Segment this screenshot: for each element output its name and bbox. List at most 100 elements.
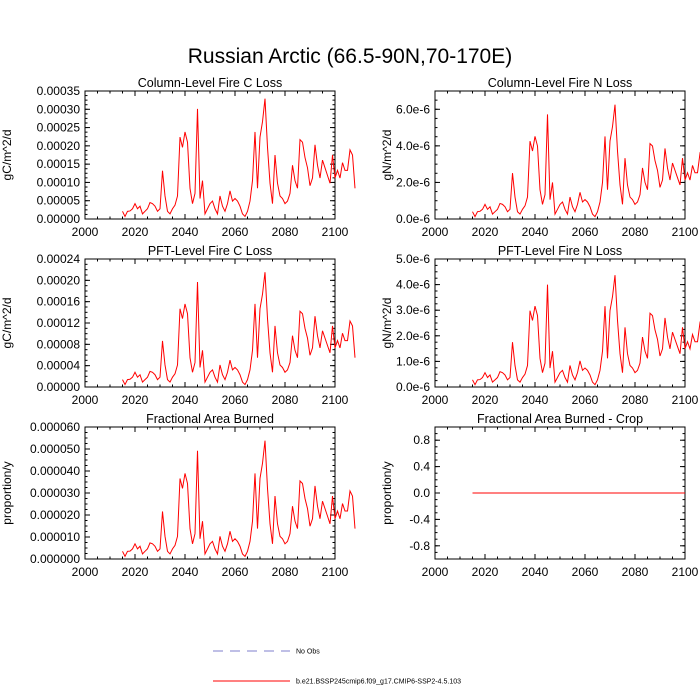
y-tick-label: 3.0e-6 xyxy=(396,303,430,317)
panel-title: Fractional Area Burned - Crop xyxy=(477,412,643,426)
y-tick-label: 0.00025 xyxy=(37,121,81,135)
chart-panel-1: Column-Level Fire C Loss 2000 2020 2040 2060… xyxy=(0,76,356,239)
x-tick-label: 2020 xyxy=(122,393,149,407)
x-tick-label: 2000 xyxy=(72,565,99,579)
y-axis-label: gC/m^2/d xyxy=(0,130,14,181)
y-tick-label: 1.0e-6 xyxy=(396,354,430,368)
y-tick-label: 0.0e-6 xyxy=(396,380,430,394)
x-tick-label: 2020 xyxy=(472,565,499,579)
chart-panel-4: PFT-Level Fire N Loss 2000 2020 2040 2060 208… xyxy=(380,244,700,407)
y-tick-label: 0.00020 xyxy=(37,139,81,153)
x-tick-label: 2100 xyxy=(672,225,699,239)
plot-frame xyxy=(84,426,336,560)
panel-title: Column-Level Fire C Loss xyxy=(138,76,283,90)
y-tick-label: 0.000010 xyxy=(30,530,80,544)
x-tick-label: 2000 xyxy=(72,225,99,239)
series-line xyxy=(472,275,700,386)
y-tick-label: 0.00008 xyxy=(37,337,81,351)
y-tick-label: 0.8 xyxy=(413,433,430,447)
y-tick-label: 0.000050 xyxy=(30,442,80,456)
y-tick-label: 0.0e-6 xyxy=(396,212,430,226)
y-tick-label: 2.0e-6 xyxy=(396,175,430,189)
x-tick-label: 2100 xyxy=(322,565,349,579)
chart-panel-2: Column-Level Fire N Loss 2000 2020 2040 2060… xyxy=(380,76,700,239)
y-tick-label: 0.00000 xyxy=(37,212,81,226)
y-axis-label: proportion/y xyxy=(380,461,394,524)
y-axis-label: gN/m^2/d xyxy=(380,130,394,181)
plot-frame xyxy=(434,258,686,388)
y-tick-label: 0.00030 xyxy=(37,102,81,116)
x-tick-label: 2040 xyxy=(522,393,549,407)
x-tick-label: 2000 xyxy=(422,225,449,239)
panel-title: PFT-Level Fire C Loss xyxy=(148,244,272,258)
x-tick-label: 2080 xyxy=(622,225,649,239)
legend: No Obs b.e21.BSSP245cmip6.f09_g17.CMIP6-… xyxy=(213,649,461,686)
x-tick-label: 2080 xyxy=(272,225,299,239)
x-tick-label: 2100 xyxy=(672,565,699,579)
y-tick-label: 0.0 xyxy=(413,486,430,500)
panel-title: Column-Level Fire N Loss xyxy=(488,76,633,90)
y-tick-label: 6.0e-6 xyxy=(396,102,430,116)
x-tick-label: 2000 xyxy=(72,393,99,407)
y-tick-label: 0.4 xyxy=(413,460,430,474)
y-tick-label: 0.000020 xyxy=(30,508,80,522)
y-tick-label: 2.0e-6 xyxy=(396,329,430,343)
y-axis-label: gN/m^2/d xyxy=(380,298,394,349)
x-tick-label: 2080 xyxy=(622,565,649,579)
x-tick-label: 2080 xyxy=(272,565,299,579)
x-tick-label: 2020 xyxy=(122,565,149,579)
y-tick-label: 0.00010 xyxy=(37,175,81,189)
x-tick-label: 2040 xyxy=(172,393,199,407)
series-line xyxy=(122,440,356,558)
y-tick-label: 0.00000 xyxy=(37,380,81,394)
series-line xyxy=(122,98,356,218)
panels: Column-Level Fire C Loss 2000 2020 2040 2060… xyxy=(0,76,700,579)
y-tick-label: 0.000060 xyxy=(30,420,80,434)
x-tick-label: 2100 xyxy=(322,393,349,407)
chart-panel-5: Fractional Area Burned 2000 2020 2040 2060 20… xyxy=(0,412,356,579)
x-tick-label: 2060 xyxy=(222,225,249,239)
panel-title: Fractional Area Burned xyxy=(146,412,274,426)
y-tick-label: 0.00005 xyxy=(37,194,81,208)
chart-panel-3: PFT-Level Fire C Loss 2000 2020 2040 2060 208… xyxy=(0,244,356,407)
y-axis-label: proportion/y xyxy=(0,461,14,524)
y-tick-label: 0.000030 xyxy=(30,486,80,500)
y-tick-label: 0.00015 xyxy=(37,157,81,171)
y-tick-label: 5.0e-6 xyxy=(396,252,430,266)
y-tick-label: 0.00012 xyxy=(37,316,81,330)
x-tick-label: 2100 xyxy=(672,393,699,407)
x-tick-label: 2080 xyxy=(272,393,299,407)
x-tick-label: 2040 xyxy=(522,225,549,239)
x-tick-label: 2040 xyxy=(172,565,199,579)
y-tick-label: 4.0e-6 xyxy=(396,278,430,292)
x-tick-label: 2080 xyxy=(622,393,649,407)
x-tick-label: 2060 xyxy=(572,565,599,579)
y-tick-label: 0.000000 xyxy=(30,552,80,566)
x-tick-label: 2020 xyxy=(472,225,499,239)
series-line xyxy=(122,272,356,386)
legend-label-no-obs: No Obs xyxy=(296,649,320,656)
x-tick-label: 2000 xyxy=(422,393,449,407)
y-axis-label: gC/m^2/d xyxy=(0,298,14,349)
x-tick-label: 2060 xyxy=(572,225,599,239)
y-tick-label: 4.0e-6 xyxy=(396,139,430,153)
x-tick-label: 2020 xyxy=(122,225,149,239)
y-tick-label: 0.00035 xyxy=(37,84,81,98)
x-tick-label: 2000 xyxy=(422,565,449,579)
y-tick-label: -0.8 xyxy=(409,539,430,553)
x-tick-label: 2100 xyxy=(322,225,349,239)
y-tick-label: 0.00020 xyxy=(37,273,81,287)
plot-frame xyxy=(84,258,336,388)
x-tick-label: 2060 xyxy=(222,565,249,579)
plot-frame xyxy=(434,90,686,220)
figure-title: Russian Arctic (66.5-90N,70-170E) xyxy=(188,45,513,68)
series-line xyxy=(472,104,700,218)
y-tick-label: 0.000040 xyxy=(30,464,80,478)
y-tick-label: 0.00004 xyxy=(37,359,81,373)
chart-panel-6: Fractional Area Burned - Crop 2000 2020 204… xyxy=(380,412,699,579)
x-tick-label: 2040 xyxy=(172,225,199,239)
panel-title: PFT-Level Fire N Loss xyxy=(498,244,622,258)
x-tick-label: 2060 xyxy=(572,393,599,407)
y-tick-label: 0.00024 xyxy=(37,252,81,266)
